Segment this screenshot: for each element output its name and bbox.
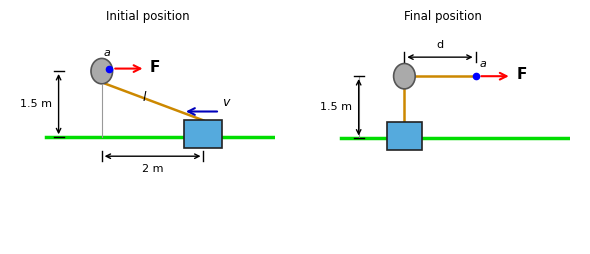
- Ellipse shape: [91, 58, 113, 84]
- Bar: [184, 120, 222, 148]
- Text: a: a: [479, 59, 486, 69]
- Text: a: a: [103, 48, 110, 58]
- Text: d: d: [437, 40, 444, 50]
- Text: v: v: [222, 96, 230, 109]
- Text: F: F: [516, 67, 526, 83]
- Text: 2 m: 2 m: [142, 164, 163, 174]
- Bar: [386, 122, 422, 150]
- Text: Initial position: Initial position: [106, 10, 189, 23]
- Text: 1.5 m: 1.5 m: [320, 102, 352, 112]
- Ellipse shape: [394, 64, 415, 89]
- Text: 1.5 m: 1.5 m: [20, 99, 53, 109]
- Text: F: F: [150, 60, 160, 75]
- Text: l: l: [143, 90, 146, 104]
- Text: Final position: Final position: [404, 10, 481, 23]
